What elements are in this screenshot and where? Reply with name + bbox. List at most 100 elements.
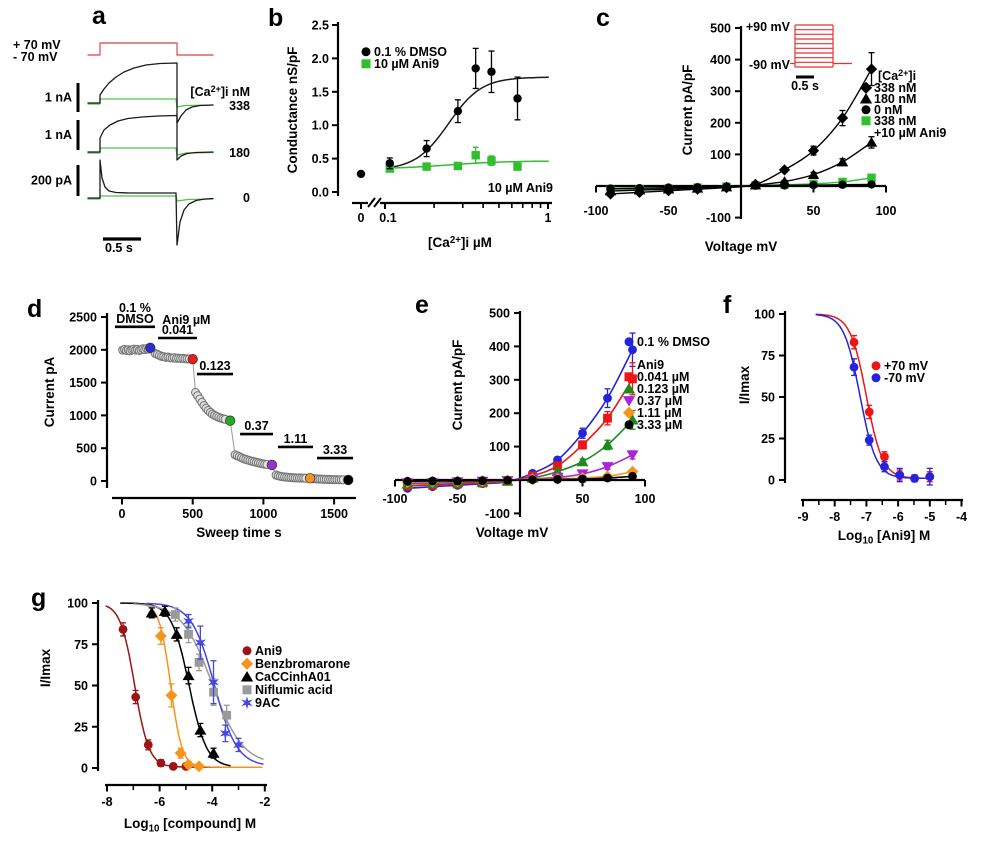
y-tick-label: 75 <box>761 349 775 363</box>
data-point <box>156 758 166 768</box>
legend-label: 0.123 µM <box>637 382 689 396</box>
legend-label: 0.1 % DMSO <box>374 45 447 59</box>
panel-label-b: b <box>268 4 284 32</box>
data-point <box>601 462 614 473</box>
y-tick-label: 1.0 <box>312 119 329 133</box>
x-axis-title: Sweep time s <box>196 525 282 540</box>
legend-marker <box>242 685 252 695</box>
representative-sweep-point <box>187 353 198 365</box>
data-point <box>836 112 849 124</box>
data-point <box>154 630 167 642</box>
data-point <box>143 740 153 750</box>
time-scalebar-label: 0.5 s <box>105 241 133 255</box>
application-label: 0.123 <box>199 359 230 373</box>
legend-label: Ani9 <box>255 644 282 658</box>
legend-marker <box>240 670 254 682</box>
data-point <box>513 94 522 103</box>
x-tick-label: 500 <box>182 507 203 521</box>
data-point <box>165 689 178 702</box>
legend-marker <box>622 382 636 394</box>
legend-label: 3.33 µM <box>637 418 682 432</box>
data-point <box>487 67 496 76</box>
legend-label: 9AC <box>255 696 280 710</box>
fit-curve <box>388 76 549 169</box>
data-point <box>720 181 733 194</box>
x-tick-label: -7 <box>861 510 872 524</box>
legend-header: Ani9 <box>637 358 664 372</box>
scalebar-label: 200 pA <box>31 174 72 188</box>
legend-marker <box>859 81 873 94</box>
legend-marker <box>242 646 252 656</box>
inset-top-label: +90 mV <box>746 20 791 34</box>
x-tick-label: -100 <box>583 204 608 218</box>
y-tick-label: 0 <box>768 474 775 488</box>
inset-scalebar-label: 0.5 s <box>791 79 819 93</box>
ca-value-label: 180 <box>229 146 250 160</box>
data-point <box>170 610 180 619</box>
y-tick-label: 300 <box>710 85 731 99</box>
y-tick-label: 400 <box>489 340 510 354</box>
voltage-high-label: + 70 mV <box>13 38 61 52</box>
x-axis-title: [Ca2+]i µM <box>428 235 492 250</box>
data-point <box>453 161 463 171</box>
legend-label: 0.1 % DMSO <box>637 335 710 349</box>
y-tick-label: 100 <box>710 148 731 162</box>
voltage-low-label: - 70 mV <box>13 50 58 64</box>
data-point <box>222 710 232 720</box>
x-tick-label: 0 <box>358 211 365 225</box>
panel-d-chart: 0 500 1000 1500 2000 2500 0 500 1000 1500 Sweep ti… <box>42 301 356 540</box>
data-point <box>453 106 463 116</box>
legend-label: CaCCinhA01 <box>255 670 331 684</box>
data-point <box>170 628 183 639</box>
x-tick-label: -6 <box>154 795 165 809</box>
data-point <box>174 747 187 760</box>
data-point <box>576 455 589 467</box>
legend-label: +10 µM Ani9 <box>874 126 946 140</box>
data-point <box>453 476 462 486</box>
x-tick-label: 0.1 <box>379 211 396 225</box>
y-tick-label: 400 <box>710 53 731 67</box>
ani9-current-trace <box>87 147 214 156</box>
x-tick-label: 50 <box>807 204 821 218</box>
y-tick-label: 100 <box>754 308 775 322</box>
data-point <box>865 136 878 147</box>
data-point <box>428 476 437 486</box>
scalebar-label: 1 nA <box>45 128 72 142</box>
data-point <box>553 474 562 484</box>
legend-label: 180 nM <box>874 92 916 106</box>
y-tick-label: 0.0 <box>312 186 329 200</box>
data-point <box>233 738 244 752</box>
sweep-trace-line <box>122 347 349 481</box>
x-tick-label: -100 <box>382 492 407 506</box>
ca-value-label: 0 <box>243 191 250 205</box>
series-curve <box>407 475 633 483</box>
y-tick-label: 0 <box>81 762 88 776</box>
y-axis-title: I/Imax <box>38 648 53 687</box>
y-axis-title: Current pA <box>42 357 57 428</box>
y-axis-title: Current pA/pF <box>450 340 465 431</box>
x-tick-label: -5 <box>924 510 935 524</box>
data-point <box>578 440 587 450</box>
data-point <box>145 607 158 618</box>
legend-marker <box>241 696 253 710</box>
axis-break <box>367 197 376 208</box>
data-point <box>603 393 612 403</box>
y-axis-title: I/Imax <box>737 365 752 404</box>
x-tick-label: -4 <box>956 510 967 524</box>
data-point <box>601 439 614 450</box>
y-tick-label: 25 <box>74 720 88 734</box>
data-point <box>603 473 612 483</box>
x-tick-label: 100 <box>876 204 897 218</box>
application-label: DMSO <box>116 312 154 326</box>
data-point <box>182 669 195 681</box>
legend-label: 0.37 µM <box>637 394 682 408</box>
legend-marker <box>622 396 636 407</box>
y-tick-label: 2500 <box>69 311 97 325</box>
axis-break <box>373 197 382 208</box>
data-point <box>478 476 487 486</box>
y-tick-label: 2000 <box>69 343 97 357</box>
y-tick-label: 100 <box>67 597 88 611</box>
series-curve <box>610 68 873 195</box>
panel-label-d: d <box>27 295 43 323</box>
